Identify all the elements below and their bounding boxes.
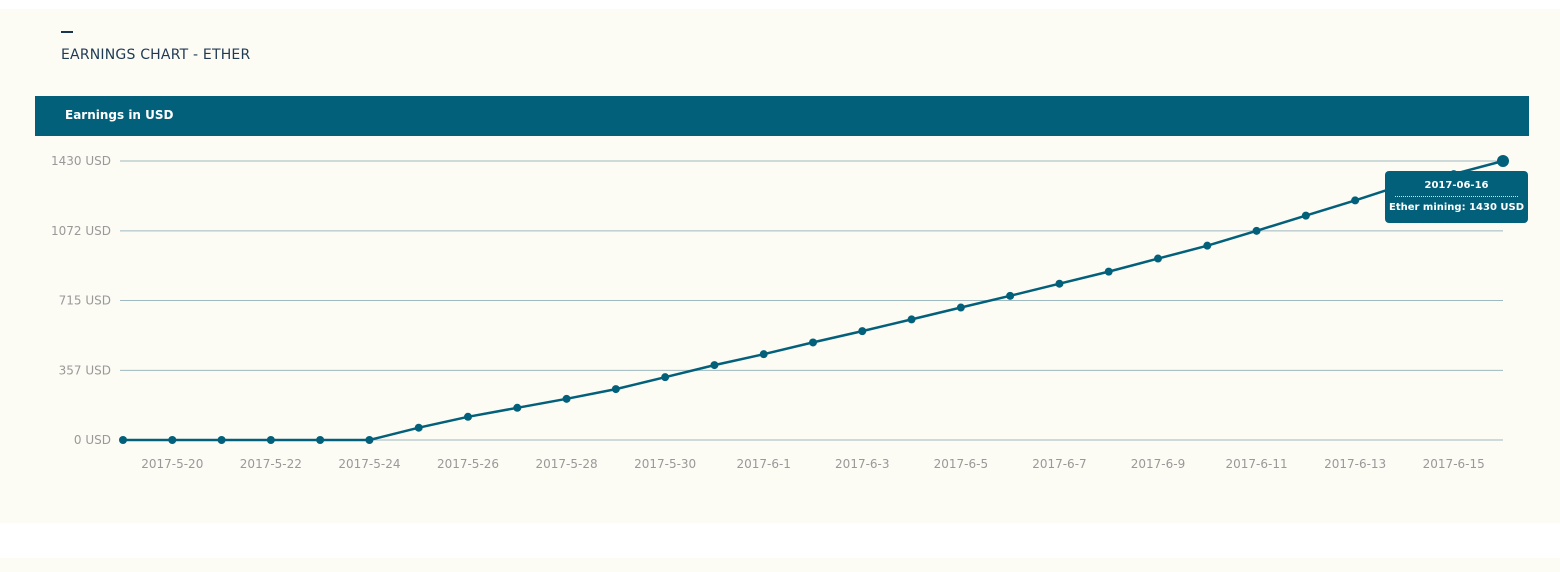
- data-point[interactable]: [611, 385, 620, 394]
- data-point[interactable]: [1252, 226, 1261, 235]
- series-ether-mining[interactable]: [119, 155, 1509, 444]
- tooltip-value-line: Ether mining: 1430 USD: [1385, 202, 1528, 213]
- data-point[interactable]: [1006, 291, 1015, 300]
- next-panel-edge: [0, 558, 1560, 572]
- y-tick-label: 1072 USD: [51, 224, 111, 238]
- data-point[interactable]: [119, 436, 127, 444]
- y-tick-label: 1430 USD: [51, 154, 111, 168]
- data-point[interactable]: [562, 394, 571, 403]
- x-tick-label: 2017-6-3: [835, 457, 889, 471]
- data-point[interactable]: [710, 361, 719, 370]
- gridlines: [120, 160, 1503, 441]
- y-tick-label: 0 USD: [74, 433, 111, 447]
- x-tick-label: 2017-6-5: [934, 457, 988, 471]
- data-point-tooltip: 2017-06-16 Ether mining: 1430 USD: [1385, 171, 1528, 223]
- data-point[interactable]: [1104, 267, 1113, 276]
- x-tick-label: 2017-6-9: [1131, 457, 1185, 471]
- data-point[interactable]: [1203, 241, 1212, 250]
- data-point[interactable]: [1055, 279, 1064, 288]
- x-tick-label: 2017-5-26: [437, 457, 499, 471]
- x-tick-label: 2017-5-28: [536, 457, 598, 471]
- title-accent-dash: [61, 31, 73, 33]
- data-point[interactable]: [464, 412, 472, 421]
- data-point[interactable]: [907, 315, 916, 324]
- x-tick-label: 2017-6-11: [1226, 457, 1288, 471]
- chart-header-bar: Earnings in USD: [35, 96, 1529, 136]
- data-point[interactable]: [168, 436, 177, 444]
- x-tick-label: 2017-6-1: [736, 457, 790, 471]
- data-point[interactable]: [661, 373, 670, 382]
- data-point[interactable]: [1301, 211, 1310, 220]
- earnings-panel: [0, 9, 1560, 523]
- data-point[interactable]: [1154, 254, 1162, 263]
- data-point[interactable]: [1351, 196, 1360, 205]
- x-axis-tick-labels: 2017-5-20 2017-5-22 2017-5-24 2017-5-26 2017…: [141, 457, 1485, 471]
- data-point[interactable]: [316, 436, 325, 444]
- tooltip-value: 1430 USD: [1469, 202, 1525, 213]
- data-point[interactable]: [956, 303, 965, 312]
- data-point[interactable]: [217, 436, 226, 444]
- data-point[interactable]: [809, 338, 817, 347]
- data-point-highlighted[interactable]: [1497, 155, 1509, 167]
- data-point[interactable]: [759, 350, 768, 359]
- tooltip-series-label: Ether mining:: [1388, 202, 1466, 213]
- x-tick-label: 2017-5-22: [240, 457, 302, 471]
- section-title: EARNINGS CHART - ETHER: [61, 47, 251, 63]
- chart-header-label: Earnings in USD: [65, 108, 174, 122]
- data-point[interactable]: [414, 423, 423, 432]
- data-point[interactable]: [858, 327, 867, 336]
- y-axis-tick-labels: 0 USD 357 USD 715 USD 1072 USD 1430 USD: [51, 154, 111, 447]
- y-tick-label: 715 USD: [59, 294, 111, 308]
- x-tick-label: 2017-5-30: [634, 457, 696, 471]
- x-tick-label: 2017-5-20: [141, 457, 203, 471]
- data-point[interactable]: [365, 436, 374, 444]
- data-point[interactable]: [513, 403, 522, 412]
- x-tick-label: 2017-6-15: [1423, 457, 1485, 471]
- y-tick-label: 357 USD: [59, 363, 111, 377]
- x-tick-label: 2017-6-13: [1324, 457, 1386, 471]
- tooltip-date: 2017-06-16: [1424, 180, 1489, 191]
- data-point[interactable]: [266, 436, 275, 444]
- x-tick-label: 2017-6-7: [1032, 457, 1086, 471]
- x-tick-label: 2017-5-24: [338, 457, 400, 471]
- tooltip-divider: [1395, 196, 1518, 197]
